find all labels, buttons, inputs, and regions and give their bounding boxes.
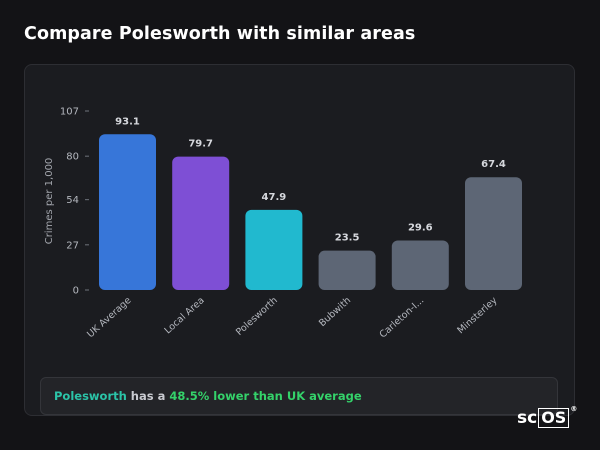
summary-box: Polesworth has a 48.5% lower than UK ave… bbox=[40, 377, 558, 415]
bar-value-label: 79.7 bbox=[188, 139, 213, 150]
bar-polesworth bbox=[245, 209, 303, 290]
summary-middle-text: has a bbox=[126, 389, 170, 403]
y-tick-label: 80 bbox=[66, 152, 79, 163]
x-tick-label: Local Area bbox=[163, 295, 207, 336]
bar-value-label: 29.6 bbox=[408, 222, 433, 233]
brand-registered: ® bbox=[570, 405, 578, 413]
bar-carleton-i bbox=[391, 240, 449, 290]
x-tick-label: Carleton-I... bbox=[378, 295, 427, 340]
bar-minsterley bbox=[465, 177, 522, 290]
y-tick-label: 0 bbox=[73, 286, 79, 297]
brand-box: OS bbox=[538, 408, 570, 428]
y-tick-label: 54 bbox=[66, 195, 79, 206]
brand-logo: sc OS ® bbox=[517, 405, 578, 429]
summary-area-name: Polesworth bbox=[54, 389, 127, 403]
x-tick-label: Polesworth bbox=[234, 295, 280, 338]
bar-value-label: 47.9 bbox=[262, 192, 287, 203]
page-title: Compare Polesworth with similar areas bbox=[24, 24, 416, 44]
x-tick-label: Bubwith bbox=[317, 295, 353, 329]
bar-value-label: 23.5 bbox=[335, 233, 360, 244]
y-tick-label: 27 bbox=[66, 240, 79, 251]
y-tick-label: 107 bbox=[60, 107, 79, 118]
y-axis-label: Crimes per 1,000 bbox=[44, 158, 55, 245]
bar-value-label: 67.4 bbox=[481, 159, 506, 170]
summary-comparison: 48.5% lower than UK average bbox=[169, 389, 362, 403]
x-tick-label: UK Average bbox=[85, 295, 134, 340]
bar-local-area bbox=[172, 156, 230, 290]
bar-value-label: 93.1 bbox=[115, 116, 140, 127]
bar-bubwith bbox=[318, 250, 376, 290]
bar-uk-average bbox=[99, 134, 156, 290]
x-tick-label: Minsterley bbox=[455, 295, 499, 336]
brand-prefix: sc bbox=[517, 408, 538, 428]
